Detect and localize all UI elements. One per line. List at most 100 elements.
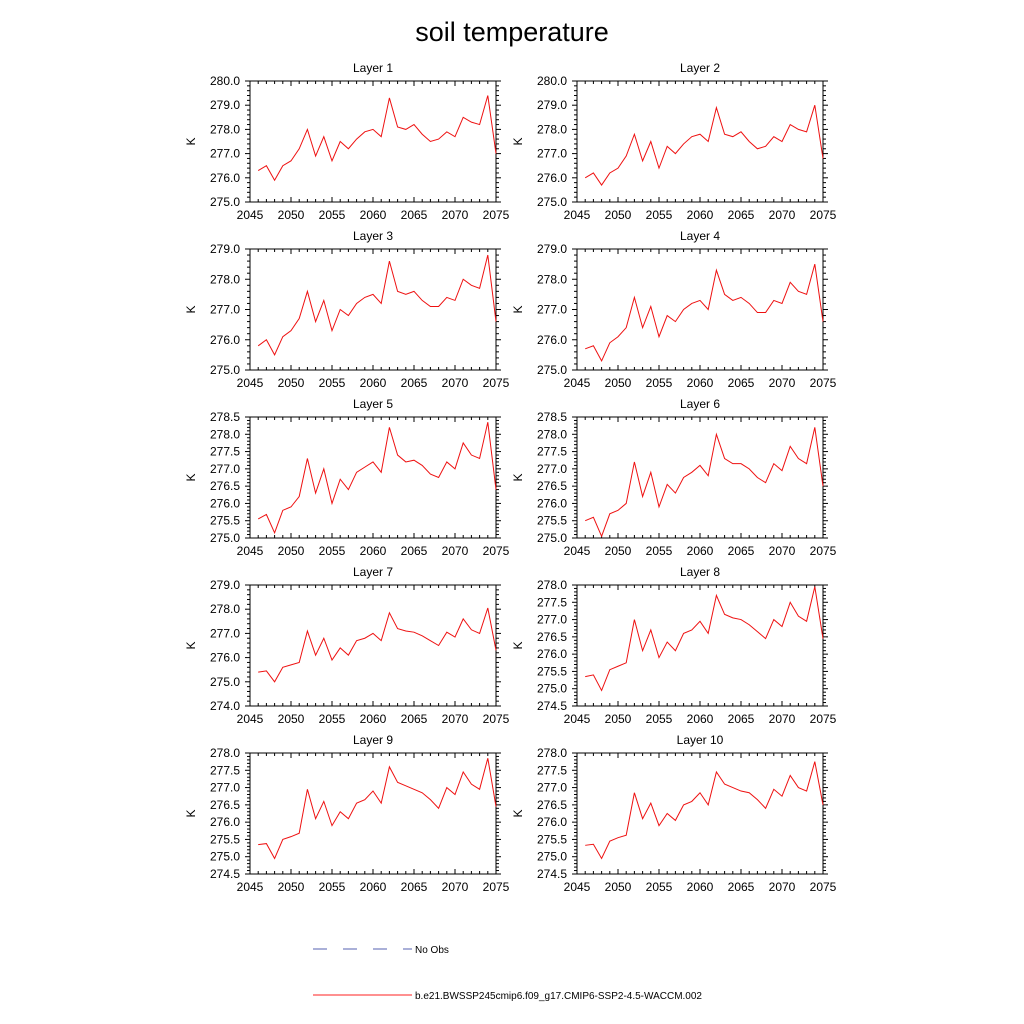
chart-panel-9: Layer 9 K 2045 2050 2055 2060 2065 2070 2075 274.… bbox=[184, 733, 510, 894]
y-tick-label: 278.5 bbox=[210, 410, 240, 424]
y-tick-label: 276.0 bbox=[537, 647, 567, 661]
x-tick-label: 2075 bbox=[810, 376, 837, 390]
plot-frame bbox=[576, 584, 824, 707]
x-tick-label: 2060 bbox=[687, 376, 714, 390]
y-tick-label: 277.5 bbox=[537, 763, 567, 777]
x-tick-label: 2050 bbox=[278, 376, 305, 390]
panel-title: Layer 7 bbox=[353, 565, 393, 579]
series-line bbox=[585, 586, 824, 692]
x-tick-label: 2070 bbox=[769, 208, 796, 222]
plot-frame bbox=[249, 584, 497, 707]
x-tick-label: 2065 bbox=[728, 376, 755, 390]
x-tick-label: 2045 bbox=[564, 544, 591, 558]
y-tick-label: 280.0 bbox=[210, 74, 240, 88]
panel-title: Layer 10 bbox=[677, 733, 724, 747]
chart-panel-4: Layer 4 K 2045 2050 2055 2060 2065 2070 2075 275.… bbox=[511, 229, 837, 390]
x-tick-label: 2060 bbox=[360, 376, 387, 390]
panel-title: Layer 1 bbox=[353, 61, 393, 75]
series-line bbox=[257, 95, 497, 182]
x-tick-label: 2060 bbox=[687, 880, 714, 894]
x-tick-label: 2045 bbox=[237, 376, 264, 390]
y-tick-label: 278.0 bbox=[537, 272, 567, 286]
y-tick-label: 275.0 bbox=[537, 682, 567, 696]
legend: No Obs b.e21.BWSSP245cmip6.f09_g17.CMIP6-… bbox=[313, 945, 702, 1002]
y-tick-label: 276.0 bbox=[537, 496, 567, 510]
y-tick-label: 276.0 bbox=[537, 333, 567, 347]
x-tick-label: 2060 bbox=[687, 208, 714, 222]
x-tick-label: 2055 bbox=[646, 208, 673, 222]
x-tick-label: 2060 bbox=[687, 712, 714, 726]
y-tick-label: 278.0 bbox=[537, 578, 567, 592]
x-tick-label: 2050 bbox=[278, 880, 305, 894]
y-tick-label: 277.0 bbox=[537, 303, 567, 317]
plot-frame bbox=[576, 248, 824, 371]
y-tick-label: 276.0 bbox=[210, 171, 240, 185]
y-tick-label: 275.0 bbox=[210, 195, 240, 209]
x-tick-label: 2075 bbox=[810, 712, 837, 726]
chart-panel-8: Layer 8 K 2045 2050 2055 2060 2065 2070 2075 274.… bbox=[511, 565, 837, 726]
chart-panel-3: Layer 3 K 2045 2050 2055 2060 2065 2070 2075 275.… bbox=[184, 229, 510, 390]
y-tick-label: 278.0 bbox=[210, 272, 240, 286]
x-tick-label: 2045 bbox=[237, 544, 264, 558]
x-tick-label: 2045 bbox=[237, 712, 264, 726]
x-tick-label: 2075 bbox=[483, 208, 510, 222]
y-tick-label: 278.0 bbox=[210, 746, 240, 760]
x-tick-label: 2065 bbox=[401, 880, 428, 894]
chart-panel-1: Layer 1 K 2045 2050 2055 2060 2065 2070 2075 275.… bbox=[184, 61, 510, 222]
panels-grid: Layer 1 K 2045 2050 2055 2060 2065 2070 2075 275.… bbox=[184, 61, 837, 894]
y-tick-label: 279.0 bbox=[537, 98, 567, 112]
plot-frame bbox=[249, 752, 497, 875]
y-tick-label: 278.0 bbox=[210, 427, 240, 441]
x-tick-label: 2055 bbox=[646, 712, 673, 726]
x-tick-label: 2075 bbox=[810, 544, 837, 558]
x-tick-label: 2070 bbox=[769, 544, 796, 558]
series-line bbox=[257, 422, 497, 535]
x-tick-label: 2065 bbox=[401, 376, 428, 390]
x-tick-label: 2055 bbox=[319, 544, 346, 558]
y-tick-label: 277.0 bbox=[537, 613, 567, 627]
y-tick-label: 274.0 bbox=[210, 699, 240, 713]
x-tick-label: 2055 bbox=[319, 208, 346, 222]
y-axis-label: K bbox=[511, 809, 525, 817]
x-tick-label: 2065 bbox=[401, 208, 428, 222]
x-tick-label: 2060 bbox=[687, 544, 714, 558]
y-axis-label: K bbox=[184, 137, 198, 145]
x-tick-label: 2060 bbox=[360, 880, 387, 894]
chart-panel-10: Layer 10 K 2045 2050 2055 2060 2065 2070 2075 274… bbox=[511, 733, 837, 894]
y-tick-label: 276.0 bbox=[210, 496, 240, 510]
y-tick-label: 277.0 bbox=[537, 147, 567, 161]
x-tick-label: 2075 bbox=[483, 544, 510, 558]
x-tick-label: 2045 bbox=[564, 712, 591, 726]
y-tick-label: 276.5 bbox=[210, 798, 240, 812]
x-tick-label: 2055 bbox=[319, 880, 346, 894]
x-tick-label: 2065 bbox=[728, 880, 755, 894]
y-tick-label: 277.0 bbox=[210, 303, 240, 317]
y-axis-label: K bbox=[511, 641, 525, 649]
y-tick-label: 275.0 bbox=[537, 363, 567, 377]
plot-frame bbox=[576, 752, 824, 875]
y-tick-label: 280.0 bbox=[537, 74, 567, 88]
y-tick-label: 275.0 bbox=[210, 363, 240, 377]
y-tick-label: 276.5 bbox=[210, 479, 240, 493]
x-tick-label: 2060 bbox=[360, 544, 387, 558]
x-tick-label: 2045 bbox=[237, 208, 264, 222]
x-tick-label: 2075 bbox=[810, 880, 837, 894]
chart-panel-6: Layer 6 K 2045 2050 2055 2060 2065 2070 2075 275.… bbox=[511, 397, 837, 558]
plot-frame bbox=[249, 80, 497, 203]
x-tick-label: 2050 bbox=[605, 544, 632, 558]
x-tick-label: 2075 bbox=[810, 208, 837, 222]
chart-panel-7: Layer 7 K 2045 2050 2055 2060 2065 2070 2075 274.… bbox=[184, 565, 510, 726]
panel-title: Layer 8 bbox=[680, 565, 720, 579]
y-axis-label: K bbox=[511, 137, 525, 145]
x-tick-label: 2055 bbox=[646, 880, 673, 894]
y-tick-label: 277.0 bbox=[210, 462, 240, 476]
y-tick-label: 275.0 bbox=[210, 531, 240, 545]
y-axis-label: K bbox=[184, 809, 198, 817]
y-tick-label: 276.5 bbox=[537, 479, 567, 493]
x-tick-label: 2050 bbox=[605, 376, 632, 390]
x-tick-label: 2060 bbox=[360, 208, 387, 222]
y-tick-label: 276.5 bbox=[537, 798, 567, 812]
x-tick-label: 2075 bbox=[483, 712, 510, 726]
series-line bbox=[585, 427, 824, 538]
